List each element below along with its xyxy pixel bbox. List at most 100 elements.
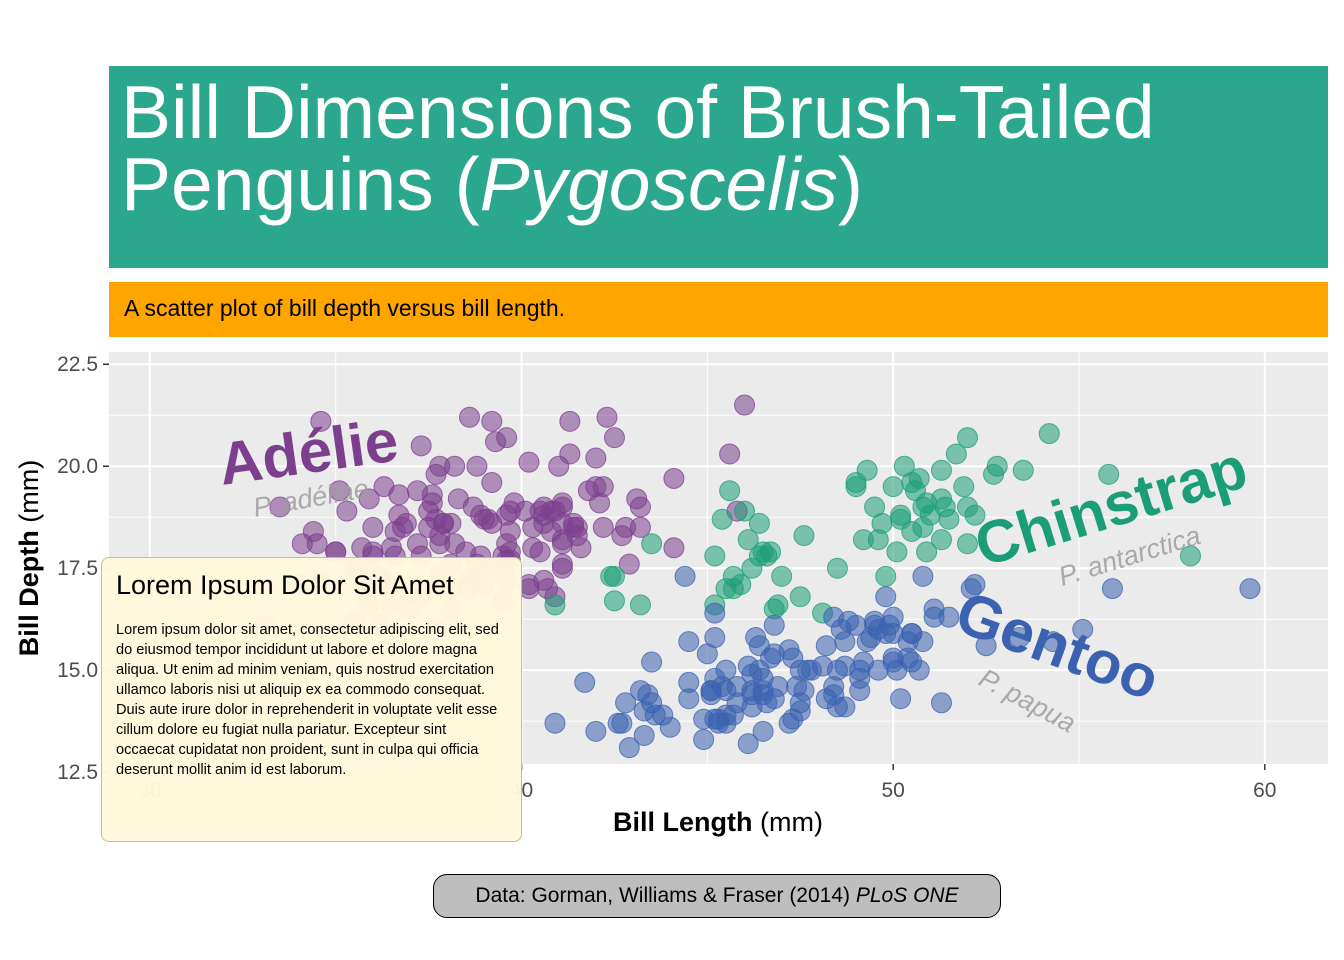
data-point: [596, 406, 618, 428]
data-point: [748, 659, 770, 681]
data-point: [916, 541, 938, 563]
data-point: [826, 557, 848, 579]
data-point: [741, 557, 763, 579]
data-point: [592, 516, 614, 538]
data-point: [748, 512, 770, 534]
data-point: [957, 427, 979, 449]
data-point: [737, 733, 759, 755]
data-point: [481, 512, 503, 534]
data-point: [544, 712, 566, 734]
data-point: [425, 463, 447, 485]
data-point: [384, 520, 406, 542]
data-point: [934, 496, 956, 518]
data-point: [611, 525, 633, 547]
data-point: [603, 565, 625, 587]
data-point: [912, 516, 934, 538]
data-point: [269, 496, 291, 518]
data-point: [722, 578, 744, 600]
data-point: [641, 533, 663, 555]
data-point: [778, 712, 800, 734]
x-axis-title: Bill Length (mm): [613, 807, 823, 837]
data-point: [693, 729, 715, 751]
data-point: [734, 394, 756, 416]
data-point: [306, 533, 328, 555]
data-point: [878, 614, 900, 636]
data-point: [499, 500, 521, 522]
data-point: [481, 472, 503, 494]
data-point: [789, 659, 811, 681]
data-point: [789, 586, 811, 608]
data-point: [719, 443, 741, 465]
data-point: [373, 476, 395, 498]
data-point: [641, 651, 663, 673]
data-point: [481, 410, 503, 432]
data-point: [793, 525, 815, 547]
data-point: [1072, 618, 1094, 640]
data-point: [752, 720, 774, 742]
data-point: [633, 700, 655, 722]
data-point: [574, 671, 596, 693]
data-point: [890, 688, 912, 710]
chart-title-line1: Bill Dimensions of Brush-Tailed: [121, 70, 1155, 154]
data-point: [444, 455, 466, 477]
data-point: [548, 455, 570, 477]
data-point: [704, 667, 726, 689]
note-heading: Lorem Ipsum Dolor Sit Amet: [116, 570, 454, 600]
data-point: [1098, 463, 1120, 485]
data-point: [748, 635, 770, 657]
note-body: Lorem ipsum dolor sit amet, consectetur …: [116, 622, 499, 778]
data-point: [763, 688, 785, 710]
data-point: [849, 680, 871, 702]
data-point: [522, 516, 544, 538]
note-box: Lorem Ipsum Dolor Sit Amet Lorem ipsum d…: [101, 557, 522, 842]
data-point: [975, 635, 997, 657]
data-point: [741, 696, 763, 718]
data-point: [882, 476, 904, 498]
data-point: [930, 692, 952, 714]
data-point: [875, 586, 897, 608]
data-point: [629, 594, 651, 616]
caption-text: Data: Gorman, Williams & Fraser (2014): [475, 884, 856, 907]
data-point: [559, 410, 581, 432]
data-point: [626, 488, 648, 510]
data-point: [663, 467, 685, 489]
data-point: [429, 533, 451, 555]
subtitle-banner: A scatter plot of bill depth versus bill…: [109, 282, 1328, 337]
x-tick-label: 50: [881, 779, 904, 802]
data-point: [496, 427, 518, 449]
data-point: [678, 631, 700, 653]
data-point: [1012, 459, 1034, 481]
data-point: [930, 459, 952, 481]
data-point: [310, 410, 332, 432]
data-point: [849, 659, 871, 681]
data-point: [867, 529, 889, 551]
y-tick-label: 15.0: [57, 659, 98, 682]
data-point: [719, 480, 741, 502]
y-tick-label: 20.0: [57, 455, 98, 478]
data-point: [938, 606, 960, 628]
data-point: [466, 455, 488, 477]
data-point: [815, 635, 837, 657]
caption-journal: PLoS ONE: [855, 884, 959, 907]
data-point: [406, 480, 428, 502]
data-point: [823, 684, 845, 706]
y-tick-label: 17.5: [57, 557, 98, 580]
y-axis-title: Bill Depth (mm): [14, 460, 44, 656]
data-point: [771, 565, 793, 587]
data-point: [1009, 627, 1031, 649]
data-point: [867, 659, 889, 681]
data-point: [618, 553, 640, 575]
data-point: [901, 651, 923, 673]
data-point: [737, 529, 759, 551]
data-point: [592, 476, 614, 498]
data-point: [711, 508, 733, 530]
data-point: [418, 516, 440, 538]
data-point: [986, 455, 1008, 477]
data-point: [358, 488, 380, 510]
data-point: [856, 459, 878, 481]
data-point: [603, 590, 625, 612]
series-chinstrap: [544, 423, 1201, 624]
data-point: [704, 545, 726, 567]
title-banner: Bill Dimensions of Brush-Tailed Penguins…: [109, 66, 1328, 268]
